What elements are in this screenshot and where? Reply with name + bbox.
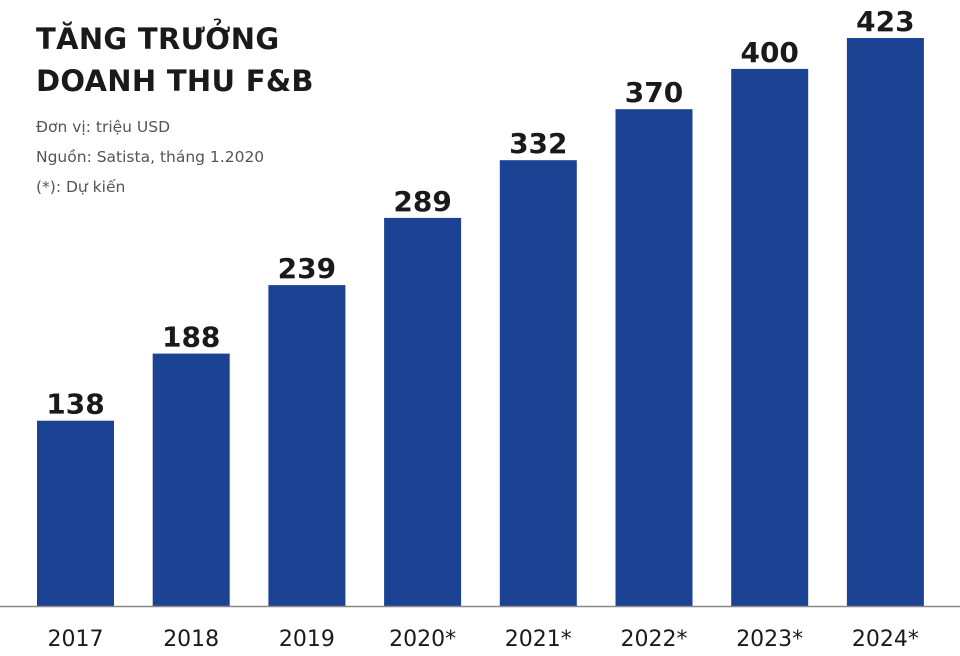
source-note: Nguồn: Satista, tháng 1.2020 xyxy=(36,148,265,166)
forecast-note: (*): Dự kiến xyxy=(36,178,126,196)
x-tick-label: 2020* xyxy=(389,627,456,652)
value-label: 370 xyxy=(625,76,683,109)
bar-2019 xyxy=(268,285,346,606)
bar-2023 xyxy=(731,68,809,606)
x-tick-label: 2017 xyxy=(48,627,104,652)
chart-title-line-2: DOANH THU F&B xyxy=(36,64,314,98)
x-tick-label: 2021* xyxy=(505,627,572,652)
x-tick-label: 2023* xyxy=(736,627,803,652)
bar-2024 xyxy=(846,38,924,606)
value-label: 138 xyxy=(46,388,104,421)
value-label: 188 xyxy=(162,321,220,354)
value-label: 289 xyxy=(393,185,451,218)
bar-2021 xyxy=(499,160,577,606)
value-label: 332 xyxy=(509,127,567,160)
x-tick-label: 2024* xyxy=(852,627,919,652)
x-tick-label: 2019 xyxy=(279,627,335,652)
bar-2018 xyxy=(152,353,230,606)
chart-title-line-1: TĂNG TRƯỞNG xyxy=(36,22,280,56)
unit-note: Đơn vị: triệu USD xyxy=(36,118,171,136)
value-label: 400 xyxy=(740,36,798,69)
x-tick-label: 2022* xyxy=(621,627,688,652)
bar-2020 xyxy=(384,217,462,606)
x-tick-label: 2018 xyxy=(163,627,219,652)
bar-2017 xyxy=(37,420,114,606)
value-label: 423 xyxy=(856,5,914,38)
bar-2022 xyxy=(615,109,693,606)
value-label: 239 xyxy=(278,252,336,285)
